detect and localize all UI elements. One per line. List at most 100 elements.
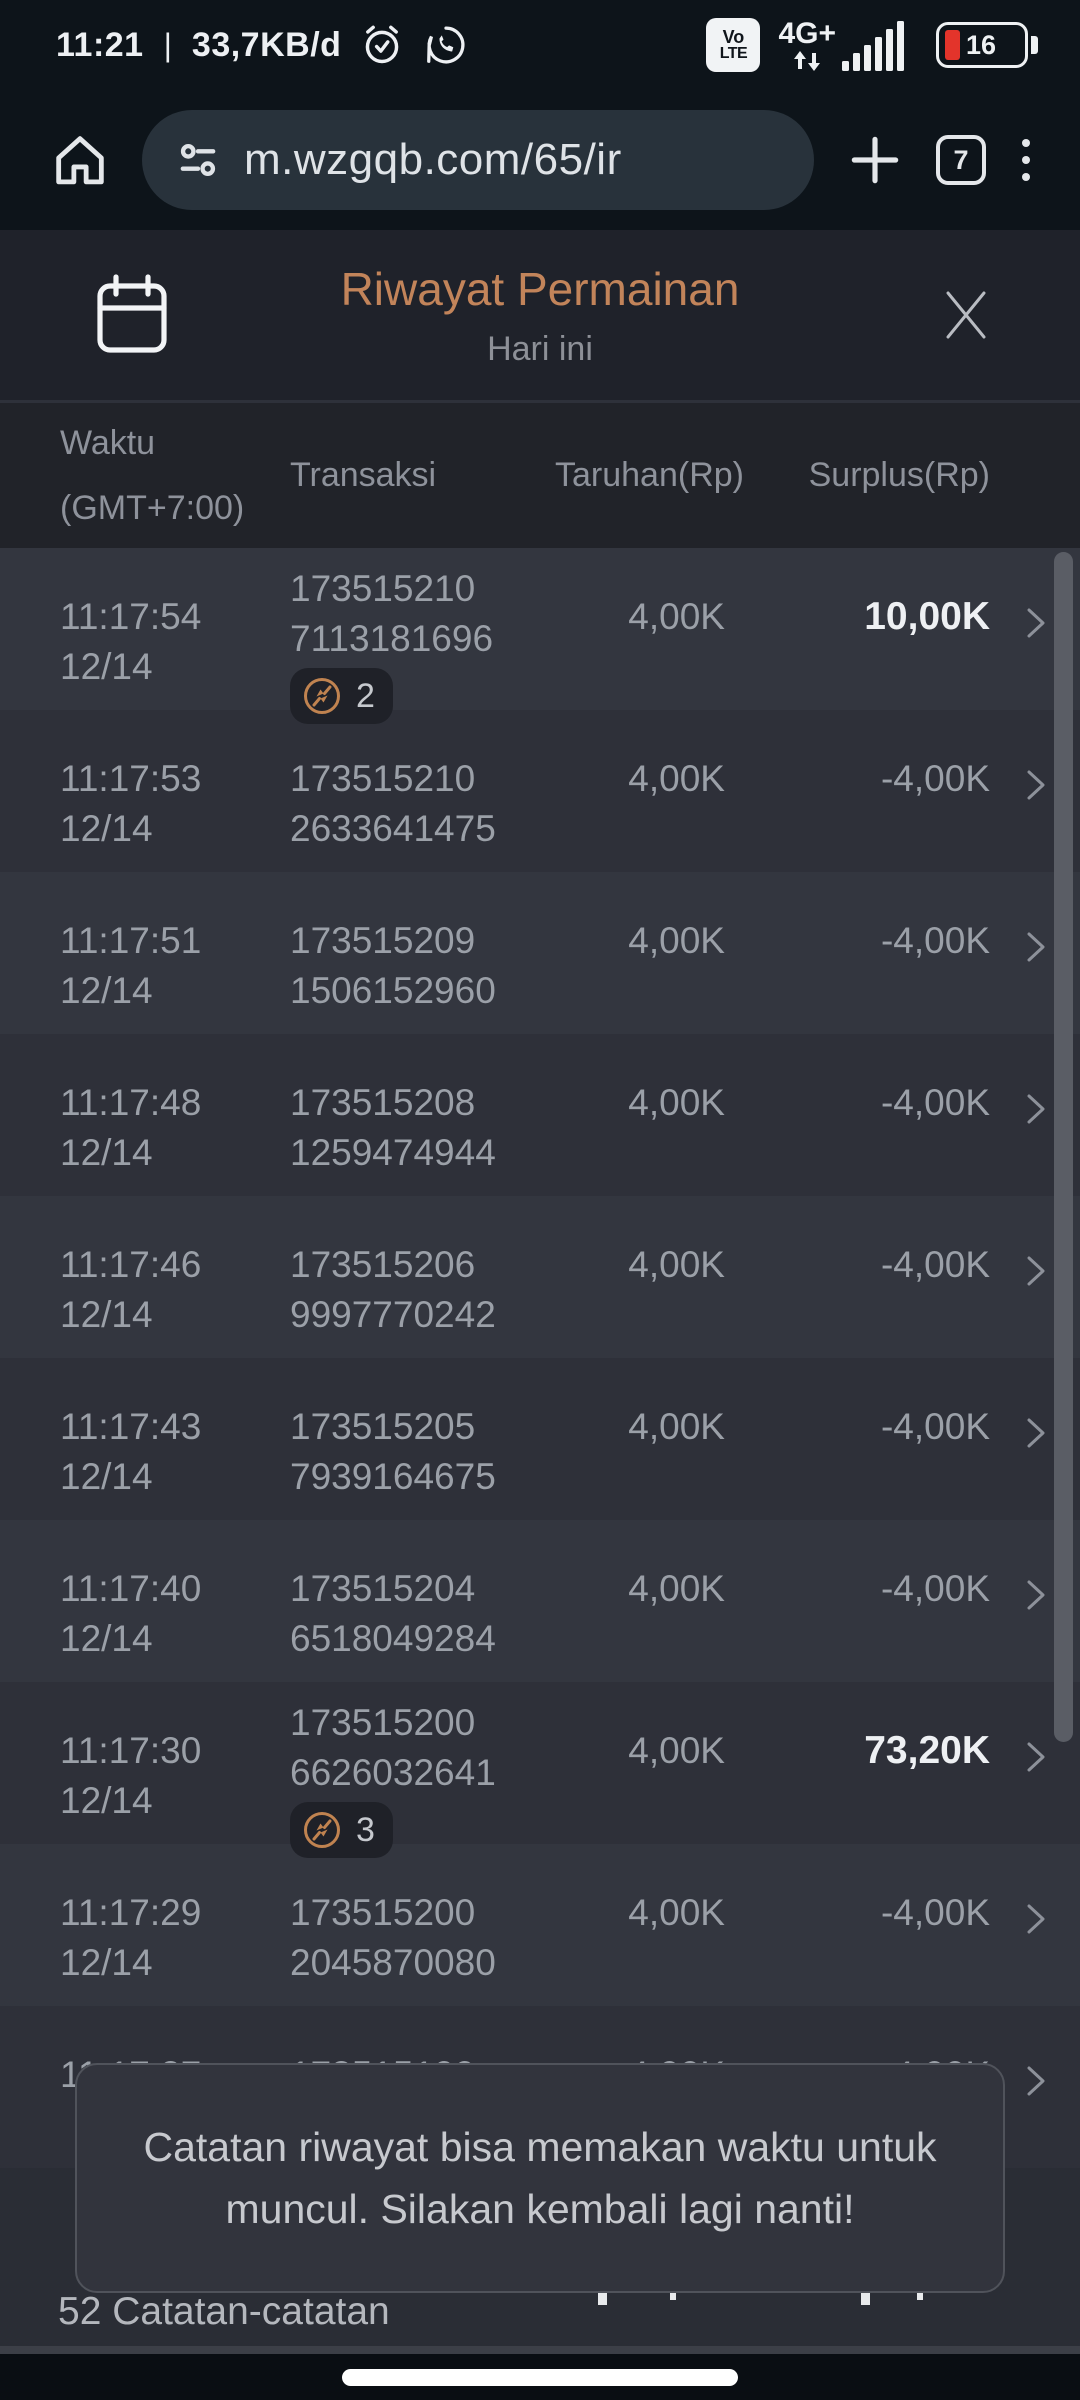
gesture-handle[interactable] — [342, 2368, 738, 2386]
scrollbar-thumb[interactable] — [1054, 552, 1073, 1742]
chevron-right-icon[interactable] — [990, 2006, 1050, 2104]
row-transaction: 173515208 1259474944 — [290, 1082, 496, 1173]
row-bet: 4,00K — [628, 1406, 725, 1447]
chevron-right-icon[interactable] — [990, 1844, 1050, 1942]
table-row[interactable]: 11:17:46 12/14 173515206 9997770242 4,00K … — [0, 1196, 1080, 1358]
volte-icon: Vo LTE — [706, 18, 761, 72]
row-bet: 4,00K — [628, 1568, 725, 1609]
row-surplus: -4,00K — [880, 920, 990, 961]
spins-icon — [300, 674, 344, 718]
row-time: 11:17:51 12/14 — [60, 920, 202, 1011]
table-row[interactable]: 11:17:48 12/14 173515208 1259474944 4,00K … — [0, 1034, 1080, 1196]
clipped-total-fragment — [598, 2292, 607, 2305]
row-bet: 4,00K — [628, 596, 725, 637]
site-settings-icon[interactable] — [172, 134, 224, 186]
chevron-right-icon[interactable] — [990, 1196, 1050, 1294]
table-row[interactable]: 11:17:51 12/14 173515209 1506152960 4,00K … — [0, 872, 1080, 1034]
battery-indicator: 16 — [936, 22, 1038, 68]
system-nav-bar — [0, 2354, 1080, 2400]
browser-toolbar: m.wzgqb.com/65/ir 7 — [0, 90, 1080, 230]
clipped-total-fragment — [917, 2292, 923, 2300]
row-time: 11:17:43 12/14 — [60, 1406, 202, 1497]
toast-message: Catatan riwayat bisa memakan waktu untuk… — [75, 2063, 1005, 2293]
row-bet: 4,00K — [628, 1082, 725, 1123]
clipped-total-fragment — [861, 2292, 870, 2305]
date-filter-label: Hari ini — [487, 329, 593, 368]
chevron-right-icon[interactable] — [990, 710, 1050, 808]
column-header-time: Waktu (GMT+7:00) — [60, 423, 245, 527]
table-row[interactable]: 11:17:40 12/14 173515204 6518049284 4,00K … — [0, 1520, 1080, 1682]
chevron-right-icon[interactable] — [990, 1520, 1050, 1618]
battery-percent: 16 — [966, 29, 997, 60]
chevron-right-icon[interactable] — [990, 872, 1050, 970]
table-row[interactable]: 11:17:54 12/14 173515210 7113181696 2 4,00… — [0, 548, 1080, 724]
url-text: m.wzgqb.com/65/ir — [244, 135, 622, 184]
row-transaction: 173515210 2633641475 — [290, 758, 496, 849]
whatsapp-icon — [423, 22, 469, 68]
footer-divider — [0, 2346, 1080, 2354]
menu-button[interactable] — [1016, 133, 1036, 187]
table-row[interactable]: 11:17:53 12/14 173515210 2633641475 4,00K … — [0, 710, 1080, 872]
data-rate: 33,7KB/d — [191, 25, 342, 64]
row-time: 11:17:48 12/14 — [60, 1082, 202, 1173]
row-transaction: 173515206 9997770242 — [290, 1244, 496, 1335]
row-time: 11:17:30 12/14 — [60, 1730, 202, 1821]
chevron-right-icon[interactable] — [990, 1682, 1050, 1780]
tab-switcher-button[interactable]: 7 — [936, 135, 986, 185]
signal-bars-icon — [842, 21, 908, 71]
row-transaction: 173515204 6518049284 — [290, 1568, 496, 1659]
row-bet: 4,00K — [628, 1730, 725, 1771]
row-transaction: 173515210 7113181696 2 — [290, 548, 555, 731]
round-count-badge: 3 — [290, 1802, 393, 1858]
calendar-button[interactable] — [92, 272, 172, 358]
table-row[interactable]: 11:17:30 12/14 173515200 6626032641 3 4,00… — [0, 1682, 1080, 1858]
clipped-total-fragment — [670, 2292, 676, 2300]
history-list: 11:17:54 12/14 173515210 7113181696 2 4,00… — [0, 548, 1080, 2168]
row-surplus: -4,00K — [880, 758, 990, 799]
table-row[interactable]: 11:17:29 12/14 173515200 2045870080 4,00K … — [0, 1844, 1080, 2006]
network-type-label: 4G+ — [778, 17, 836, 50]
chevron-right-icon[interactable] — [990, 1358, 1050, 1456]
row-surplus: -4,00K — [880, 1892, 990, 1933]
row-bet: 4,00K — [628, 1244, 725, 1285]
chevron-right-icon[interactable] — [990, 548, 1050, 646]
data-arrows-icon — [792, 51, 822, 71]
row-surplus: -4,00K — [880, 1406, 990, 1447]
row-surplus: 73,20K — [864, 1729, 990, 1772]
row-surplus: 10,00K — [864, 595, 990, 638]
url-bar[interactable]: m.wzgqb.com/65/ir — [142, 110, 814, 210]
column-header-surplus: Surplus(Rp) — [808, 456, 990, 494]
row-transaction: 173515205 7939164675 — [290, 1406, 496, 1497]
table-header: Waktu (GMT+7:00) Transaksi Taruhan(Rp) S… — [0, 400, 1080, 548]
status-bar: 11:21 | 33,7KB/d Vo LTE 4G+ — [0, 0, 1080, 90]
row-surplus: -4,00K — [880, 1082, 990, 1123]
row-transaction: 173515200 6626032641 3 — [290, 1682, 555, 1865]
new-tab-button[interactable] — [844, 129, 906, 191]
row-surplus: -4,00K — [880, 1244, 990, 1285]
tab-count: 7 — [953, 144, 969, 175]
row-surplus: -4,00K — [880, 1568, 990, 1609]
clock: 11:21 — [56, 25, 144, 64]
row-time: 11:17:40 12/14 — [60, 1568, 202, 1659]
alarm-icon — [359, 22, 405, 68]
chevron-right-icon[interactable] — [990, 1034, 1050, 1132]
record-count-label: 52 Catatan-catatan — [58, 2290, 390, 2333]
signal-indicator: 4G+ — [778, 19, 908, 71]
row-transaction: 173515209 1506152960 — [290, 920, 496, 1011]
toast-text: Catatan riwayat bisa memakan waktu untuk… — [143, 2124, 937, 2232]
status-separator: | — [163, 26, 172, 63]
close-button[interactable] — [940, 284, 992, 346]
row-time: 11:17:46 12/14 — [60, 1244, 202, 1335]
row-time: 11:17:29 12/14 — [60, 1892, 202, 1983]
row-bet: 4,00K — [628, 920, 725, 961]
page-title: Riwayat Permainan — [340, 262, 740, 315]
home-button[interactable] — [48, 128, 112, 192]
table-row[interactable]: 11:17:43 12/14 173515205 7939164675 4,00K … — [0, 1358, 1080, 1520]
round-count-badge: 2 — [290, 668, 393, 724]
column-header-bet: Taruhan(Rp) — [555, 456, 744, 494]
row-bet: 4,00K — [628, 758, 725, 799]
spins-icon — [300, 1808, 344, 1852]
history-header: Riwayat Permainan Hari ini — [0, 230, 1080, 400]
row-bet: 4,00K — [628, 1892, 725, 1933]
battery-fill — [945, 30, 960, 60]
